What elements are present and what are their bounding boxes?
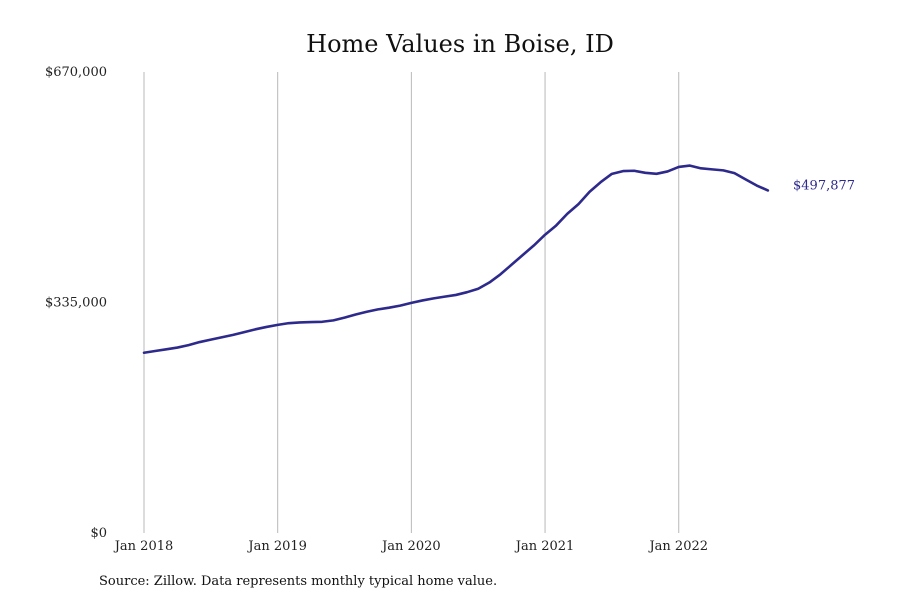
x-tick-label: Jan 2021 (514, 539, 575, 554)
x-tick-label: Jan 2022 (647, 539, 708, 554)
series-line-0 (142, 164, 770, 355)
series-layer (142, 164, 770, 355)
y-axis-ticks: $0 $335,000 $670,000 (45, 65, 107, 541)
x-axis-ticks: Jan 2018 Jan 2019 Jan 2020 Jan 2021 Jan 2022 (113, 539, 708, 554)
y-tick-label: $335,000 (45, 296, 107, 311)
x-tick-label: Jan 2019 (246, 539, 307, 554)
y-tick-label: $670,000 (45, 65, 107, 80)
x-tick-label: Jan 2018 (113, 539, 174, 554)
chart-title: Home Values in Boise, ID (306, 30, 614, 58)
x-tick-label: Jan 2020 (380, 539, 441, 554)
source-note: Source: Zillow. Data represents monthly … (99, 574, 497, 589)
end-value-label: $497,877 (793, 178, 855, 193)
y-tick-label: $0 (90, 526, 107, 541)
